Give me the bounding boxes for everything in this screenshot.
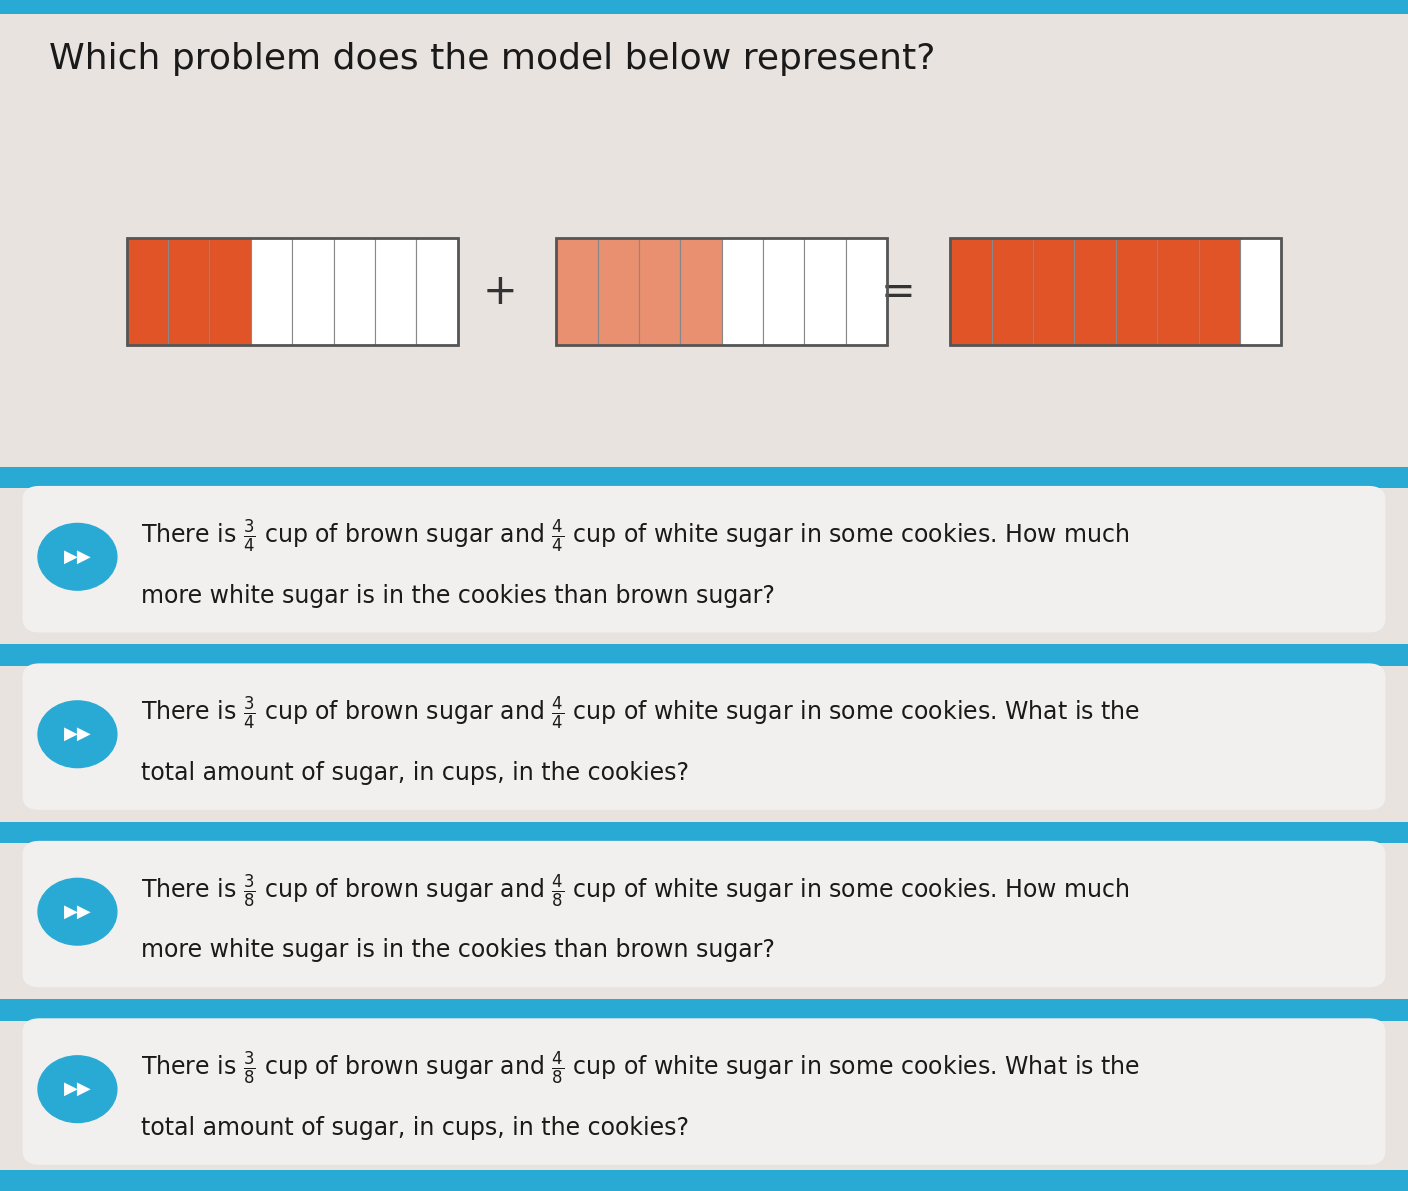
Bar bbox=[1240, 238, 1281, 345]
Circle shape bbox=[38, 1056, 117, 1122]
Bar bbox=[0, 1170, 1408, 1191]
Bar bbox=[0, 467, 1408, 488]
Text: ▶▶: ▶▶ bbox=[63, 903, 92, 921]
Bar bbox=[1115, 238, 1157, 345]
Circle shape bbox=[38, 524, 117, 590]
Bar bbox=[804, 238, 846, 345]
Bar bbox=[639, 238, 680, 345]
Bar bbox=[293, 238, 334, 345]
Bar bbox=[763, 238, 804, 345]
Text: ▶▶: ▶▶ bbox=[63, 548, 92, 566]
Text: There is $\frac{3}{8}$ cup of brown sugar and $\frac{4}{8}$ cup of white sugar i: There is $\frac{3}{8}$ cup of brown suga… bbox=[141, 1049, 1139, 1087]
Bar bbox=[680, 238, 722, 345]
Bar bbox=[597, 238, 639, 345]
Bar bbox=[721, 238, 763, 345]
Text: There is $\frac{3}{4}$ cup of brown sugar and $\frac{4}{4}$ cup of white sugar i: There is $\frac{3}{4}$ cup of brown suga… bbox=[141, 694, 1139, 732]
Bar bbox=[950, 238, 1281, 345]
Text: There is $\frac{3}{4}$ cup of brown sugar and $\frac{4}{4}$ cup of white sugar i: There is $\frac{3}{4}$ cup of brown suga… bbox=[141, 517, 1129, 555]
Text: ▶▶: ▶▶ bbox=[63, 725, 92, 743]
Bar bbox=[556, 238, 597, 345]
Bar bbox=[950, 238, 991, 345]
Bar bbox=[846, 238, 887, 345]
Bar bbox=[0, 644, 1408, 666]
Bar bbox=[417, 238, 458, 345]
Bar bbox=[127, 238, 168, 345]
Circle shape bbox=[38, 700, 117, 768]
Bar bbox=[556, 238, 887, 345]
Text: more white sugar is in the cookies than brown sugar?: more white sugar is in the cookies than … bbox=[141, 939, 774, 962]
Bar bbox=[0, 999, 1408, 1021]
Bar bbox=[334, 238, 375, 345]
Text: total amount of sugar, in cups, in the cookies?: total amount of sugar, in cups, in the c… bbox=[141, 761, 689, 785]
Text: more white sugar is in the cookies than brown sugar?: more white sugar is in the cookies than … bbox=[141, 584, 774, 607]
Text: +: + bbox=[483, 270, 517, 313]
Bar bbox=[1198, 238, 1240, 345]
Bar bbox=[991, 238, 1033, 345]
Text: =: = bbox=[881, 270, 915, 313]
Bar bbox=[0, 822, 1408, 843]
Circle shape bbox=[38, 879, 117, 946]
FancyBboxPatch shape bbox=[23, 841, 1385, 987]
Bar bbox=[1074, 238, 1117, 345]
Bar bbox=[210, 238, 251, 345]
Text: Which problem does the model below represent?: Which problem does the model below repre… bbox=[49, 42, 936, 76]
Bar bbox=[168, 238, 210, 345]
Bar bbox=[127, 238, 458, 345]
Text: total amount of sugar, in cups, in the cookies?: total amount of sugar, in cups, in the c… bbox=[141, 1116, 689, 1140]
FancyBboxPatch shape bbox=[23, 663, 1385, 810]
Bar bbox=[0, 0, 1408, 14]
Bar bbox=[1033, 238, 1074, 345]
Bar bbox=[251, 238, 291, 345]
Text: There is $\frac{3}{8}$ cup of brown sugar and $\frac{4}{8}$ cup of white sugar i: There is $\frac{3}{8}$ cup of brown suga… bbox=[141, 872, 1129, 910]
FancyBboxPatch shape bbox=[23, 1018, 1385, 1165]
FancyBboxPatch shape bbox=[23, 486, 1385, 632]
Text: ▶▶: ▶▶ bbox=[63, 1080, 92, 1098]
Bar bbox=[1157, 238, 1198, 345]
Bar bbox=[375, 238, 417, 345]
